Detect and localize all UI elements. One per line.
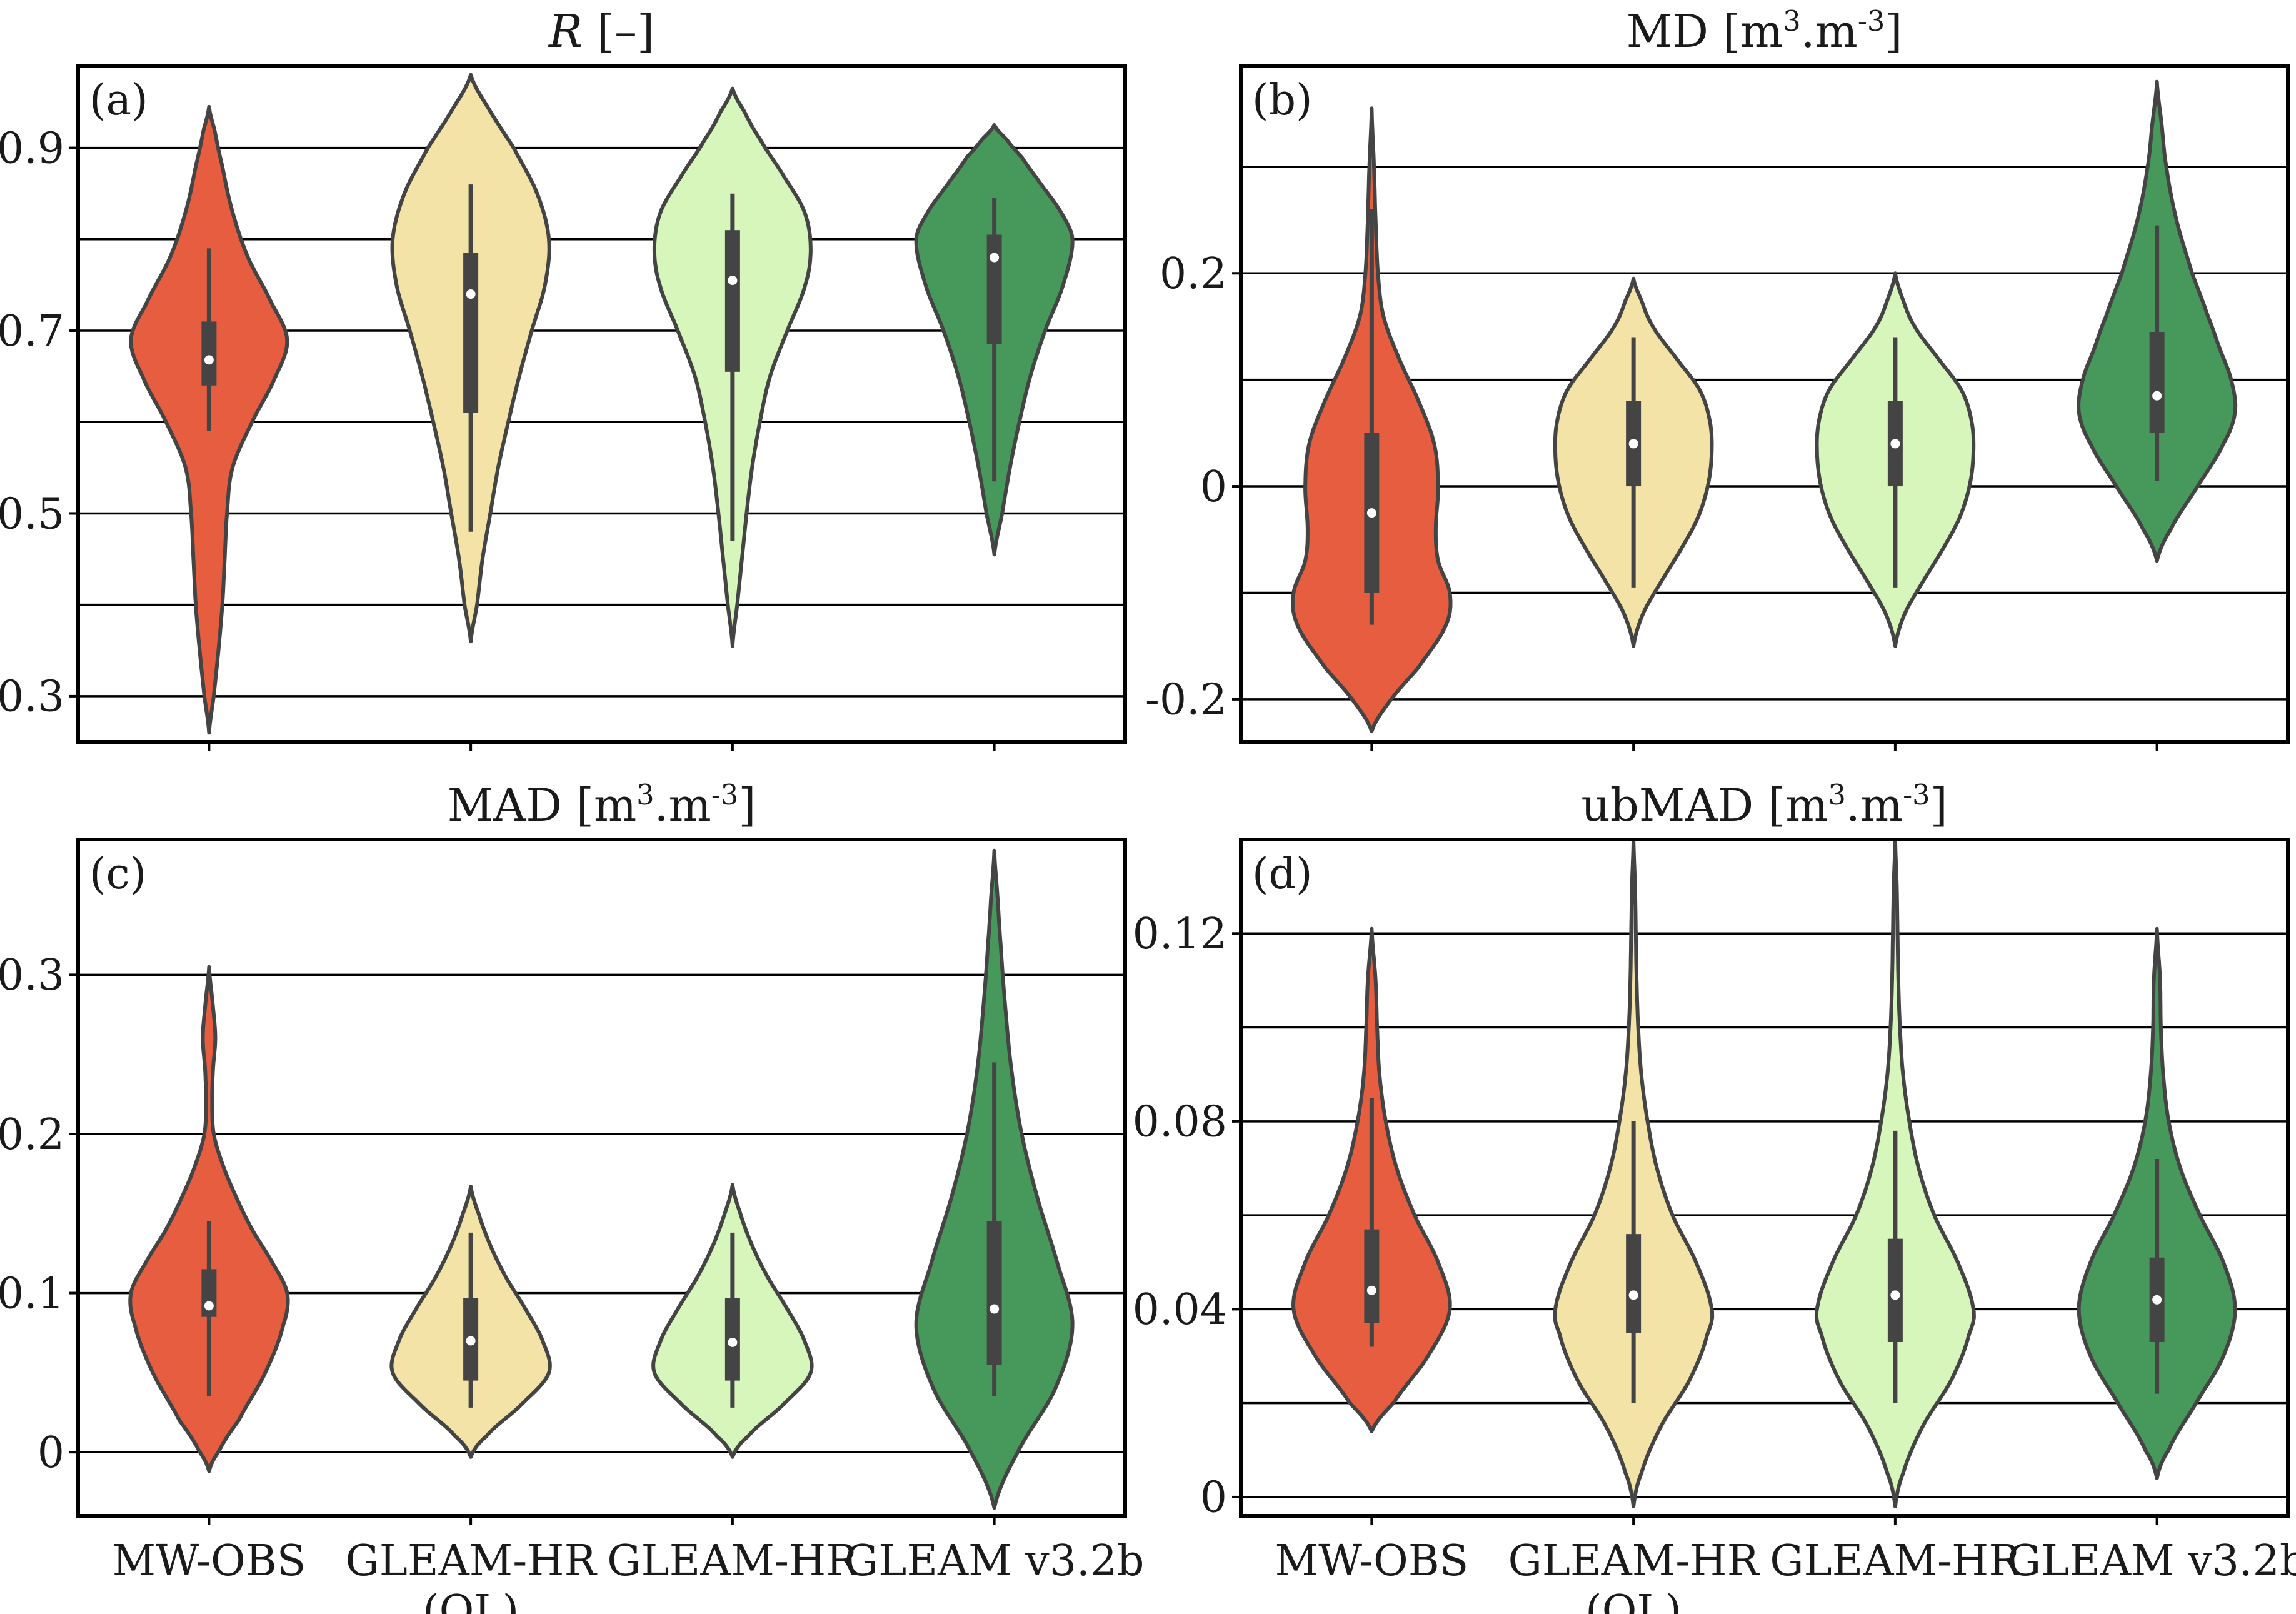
x-tick-sublabel: (OL) xyxy=(423,1586,519,1614)
y-tick-label: 0.2 xyxy=(1160,249,1227,299)
violin-median xyxy=(466,1336,476,1346)
violin-gleam-hr-ol- xyxy=(1553,276,1714,648)
panel-a: 0.3 0.5 0.7 0.9 (a) R [–] xyxy=(0,5,1127,751)
panel-label: (a) xyxy=(89,76,148,125)
x-tick-label: GLEAM-HR xyxy=(345,1536,597,1586)
violin-gleam-hr-ol- xyxy=(1553,840,1715,1508)
axes-frame xyxy=(76,64,1127,744)
x-tick-label: MW-OBS xyxy=(112,1536,306,1586)
violin-body xyxy=(128,965,290,1473)
violin-box xyxy=(463,253,479,413)
y-tick-label: 0.3 xyxy=(0,951,64,1000)
panel-c: 00.10.20.3MW-OBS GLEAM-HR(OL)GLEAM-HRGLEA… xyxy=(0,779,1144,1614)
x-tick-label: GLEAM-HR xyxy=(1770,1536,2022,1586)
violin-median xyxy=(728,1337,738,1347)
violin-box xyxy=(986,1221,1002,1365)
plot-area xyxy=(78,848,1125,1510)
panel-title: MAD [m3.m-3] xyxy=(448,779,756,831)
violin-box xyxy=(1887,1238,1903,1342)
panel-title: R [–] xyxy=(548,5,654,58)
x-tick-sublabel: (OL) xyxy=(1585,1586,1682,1614)
panel-b: -0.2 0 0.2 (b) MD [m3.m-3] xyxy=(1145,5,2290,751)
violin-median xyxy=(1628,439,1638,449)
violin-gleam-v3-2b xyxy=(2077,79,2238,563)
axes-frame xyxy=(1239,838,2290,1518)
violin-median xyxy=(2152,391,2162,401)
violin-box xyxy=(1626,1234,1642,1333)
panel-title: ubMAD [m3.m-3] xyxy=(1581,779,1947,831)
violin-median xyxy=(990,1304,1000,1314)
violin-median xyxy=(466,289,476,299)
y-tick-label: 0.3 xyxy=(0,673,64,722)
x-tick-label: GLEAM-HR xyxy=(1508,1536,1760,1586)
violin-median xyxy=(990,253,1000,263)
axes-frame xyxy=(1239,64,2290,744)
x-tick-label: GLEAM v3.2b xyxy=(2007,1536,2296,1586)
y-tick-label: 0.12 xyxy=(1133,910,1227,959)
violin-gleam-hr xyxy=(651,1183,814,1459)
panel-label: (c) xyxy=(89,850,146,899)
violin-gleam-v3-2b xyxy=(2077,926,2237,1480)
violin-gleam-hr-ol- xyxy=(390,73,551,644)
violin-median xyxy=(1628,1290,1638,1300)
violin-box xyxy=(201,321,217,386)
violin-median xyxy=(1366,1285,1376,1295)
violin-mw-obs xyxy=(1291,106,1453,733)
violin-box xyxy=(1364,1229,1380,1323)
x-tick-label: GLEAM-HR xyxy=(607,1536,859,1586)
x-tick-label: MW-OBS xyxy=(1275,1536,1468,1586)
y-tick-label: 0 xyxy=(38,1428,64,1478)
plot-area xyxy=(1241,79,2288,733)
axes-frame xyxy=(76,838,1127,1518)
plot-area xyxy=(78,73,1125,735)
violin-median xyxy=(728,276,738,286)
panel-label: (d) xyxy=(1252,850,1313,899)
violin-gleam-v3-2b xyxy=(914,848,1075,1510)
y-tick-label: 0.04 xyxy=(1133,1285,1227,1335)
violin-median xyxy=(2152,1295,2162,1305)
panel-label: (b) xyxy=(1252,76,1313,125)
violin-gleam-hr xyxy=(1815,271,1976,648)
violin-median xyxy=(1890,1290,1900,1300)
violin-median xyxy=(1366,508,1376,518)
y-tick-label: 0 xyxy=(1200,463,1227,512)
violin-median xyxy=(204,1301,214,1311)
violin-gleam-hr xyxy=(1814,840,1976,1508)
violin-box xyxy=(986,234,1002,344)
x-tick-label: GLEAM v3.2b xyxy=(845,1536,1145,1586)
violin-mw-obs xyxy=(128,965,290,1473)
violin-gleam-hr xyxy=(652,86,813,648)
y-tick-label: 0.2 xyxy=(0,1110,64,1160)
y-tick-label: 0.08 xyxy=(1133,1098,1227,1147)
panel-title: MD [m3.m-3] xyxy=(1627,5,1903,58)
plot-area xyxy=(1241,840,2288,1508)
violin-median xyxy=(1890,439,1900,449)
y-tick-label: 0.9 xyxy=(0,124,64,173)
y-tick-label: 0.1 xyxy=(0,1269,64,1318)
violin-median xyxy=(204,355,214,365)
y-tick-label: 0.5 xyxy=(0,489,64,539)
violin-mw-obs xyxy=(1291,926,1452,1433)
y-tick-label: -0.2 xyxy=(1145,676,1227,725)
violin-mw-obs xyxy=(129,104,289,735)
y-tick-label: 0 xyxy=(1200,1473,1227,1523)
violin-box xyxy=(724,230,740,372)
violin-gleam-hr-ol- xyxy=(389,1185,552,1459)
violin-box xyxy=(2149,331,2165,433)
violin-gleam-v3-2b xyxy=(914,123,1075,557)
y-tick-label: 0.7 xyxy=(0,307,64,356)
